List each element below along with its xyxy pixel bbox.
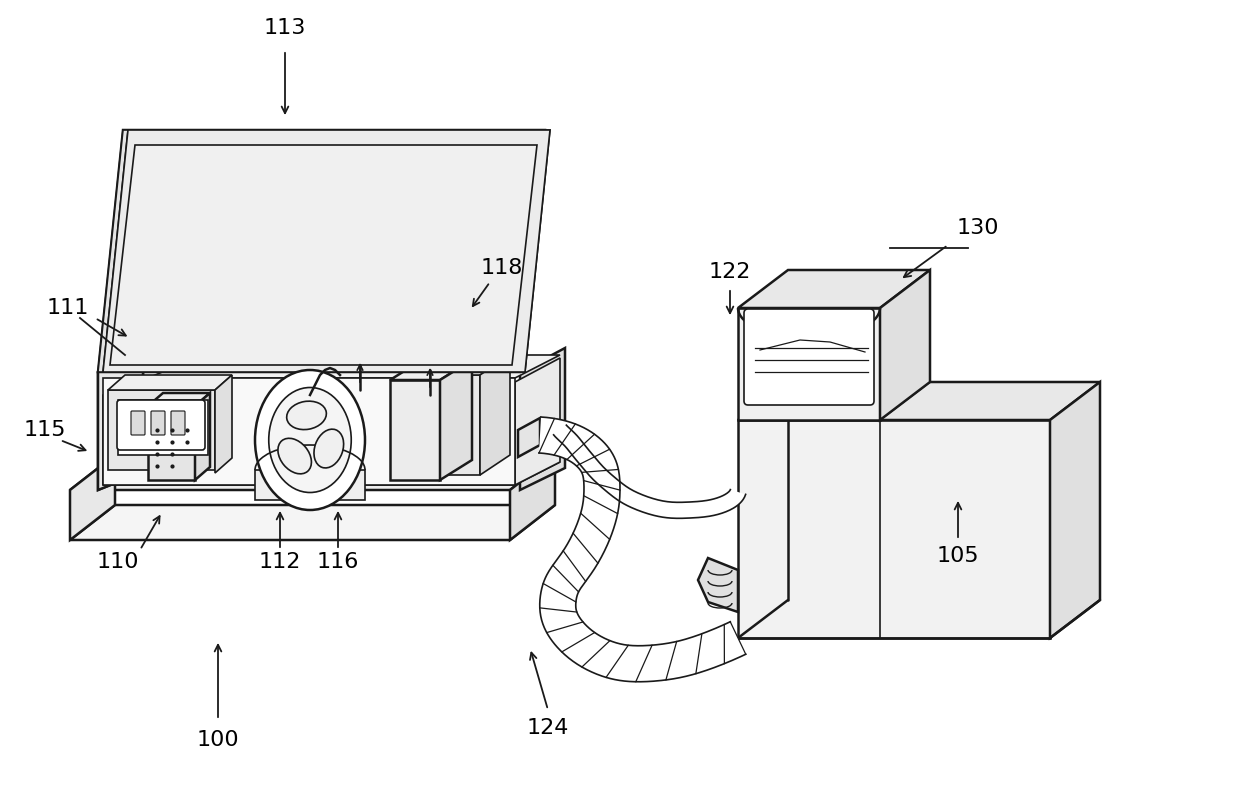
Text: 116: 116 — [316, 552, 360, 572]
Text: 100: 100 — [197, 730, 239, 750]
Polygon shape — [69, 505, 556, 540]
Polygon shape — [103, 378, 148, 485]
Text: 118: 118 — [481, 258, 523, 278]
Text: 112: 112 — [259, 552, 301, 572]
Text: 122: 122 — [709, 262, 751, 282]
Polygon shape — [880, 270, 930, 420]
Polygon shape — [440, 360, 472, 480]
Text: 115: 115 — [24, 420, 66, 440]
Polygon shape — [518, 418, 539, 457]
Polygon shape — [110, 145, 537, 365]
Polygon shape — [255, 470, 365, 500]
FancyBboxPatch shape — [131, 411, 145, 435]
FancyBboxPatch shape — [744, 309, 874, 405]
Polygon shape — [510, 455, 556, 540]
Polygon shape — [103, 130, 551, 372]
Text: 130: 130 — [957, 218, 999, 238]
Polygon shape — [148, 355, 560, 378]
Text: 110: 110 — [97, 552, 139, 572]
Polygon shape — [69, 455, 115, 540]
FancyBboxPatch shape — [171, 411, 185, 435]
Polygon shape — [98, 130, 128, 372]
Polygon shape — [738, 382, 1100, 420]
Polygon shape — [738, 308, 880, 420]
Polygon shape — [1050, 382, 1100, 638]
Polygon shape — [553, 425, 745, 518]
Polygon shape — [118, 400, 208, 455]
Polygon shape — [539, 417, 745, 682]
Text: 124: 124 — [527, 718, 569, 738]
Polygon shape — [480, 355, 510, 475]
Polygon shape — [108, 390, 215, 470]
Polygon shape — [515, 358, 560, 485]
FancyBboxPatch shape — [151, 411, 165, 435]
Polygon shape — [738, 420, 1050, 638]
Text: 105: 105 — [936, 546, 980, 566]
Ellipse shape — [269, 388, 351, 492]
Polygon shape — [98, 348, 143, 490]
Text: 111: 111 — [47, 298, 89, 318]
Polygon shape — [391, 380, 440, 480]
FancyBboxPatch shape — [117, 400, 205, 450]
Polygon shape — [148, 393, 210, 406]
Polygon shape — [430, 355, 510, 375]
Polygon shape — [195, 393, 210, 480]
Ellipse shape — [278, 438, 311, 474]
Polygon shape — [738, 270, 930, 308]
Polygon shape — [148, 406, 195, 480]
Polygon shape — [98, 354, 143, 490]
Text: 113: 113 — [264, 18, 306, 38]
Polygon shape — [215, 375, 232, 473]
Polygon shape — [430, 375, 480, 475]
Polygon shape — [520, 348, 565, 490]
Polygon shape — [103, 462, 560, 485]
Polygon shape — [103, 378, 515, 485]
Ellipse shape — [255, 370, 365, 510]
Polygon shape — [108, 375, 232, 390]
Polygon shape — [98, 130, 546, 372]
Ellipse shape — [286, 401, 326, 430]
Polygon shape — [391, 360, 472, 380]
Ellipse shape — [314, 429, 343, 468]
Polygon shape — [69, 455, 556, 490]
Polygon shape — [520, 130, 551, 372]
Polygon shape — [698, 558, 738, 612]
